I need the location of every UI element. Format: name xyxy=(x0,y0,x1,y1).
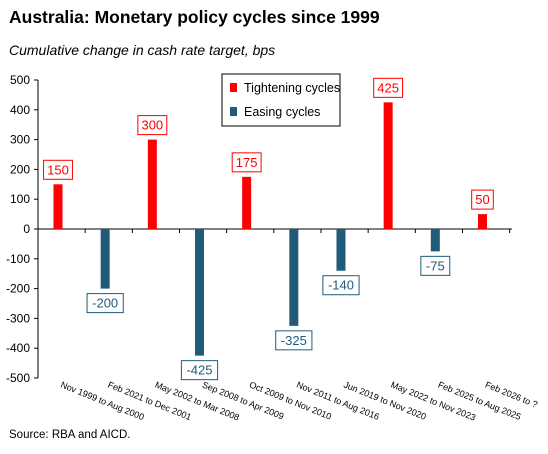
data-label-box xyxy=(275,330,313,351)
data-label-box xyxy=(420,255,451,276)
y-tick-label: 300 xyxy=(10,133,30,147)
data-label-box xyxy=(373,77,404,98)
chart-axes: 500 400 300 200 100 0 -100 -200 -300 -400 -500 xyxy=(6,73,512,385)
data-label: -200 xyxy=(92,296,118,311)
data-label: 425 xyxy=(377,80,399,95)
chart-subtitle: Cumulative change in cash rate target, b… xyxy=(9,42,276,58)
y-tick-label: -400 xyxy=(6,341,30,355)
bar xyxy=(194,229,204,356)
data-label: -425 xyxy=(186,363,212,378)
data-label-box xyxy=(322,275,360,296)
y-tick-label: -200 xyxy=(6,282,30,296)
x-tick-label: Nov 1999 to Aug 2000 xyxy=(59,380,145,423)
legend-label: Easing cycles xyxy=(244,105,320,119)
x-tick-label: Jun 2019 to Nov 2020 xyxy=(342,380,427,422)
bar xyxy=(100,229,110,289)
x-tick-label: May 2002 to Mar 2008 xyxy=(154,380,241,423)
data-label: -140 xyxy=(328,278,354,293)
x-tick-label: Feb 2021 to Dec 2001 xyxy=(106,380,192,423)
data-label-box xyxy=(43,159,73,180)
bar xyxy=(147,139,157,229)
x-tick-label: Feb 2025 to Aug 2025 xyxy=(437,380,523,422)
chart-data-labels: 150 -200 300 -425 175 -325 -140 425 -75 50 xyxy=(43,77,494,381)
chart-title: Australia: Monetary policy cycles since … xyxy=(9,7,380,27)
data-label-box xyxy=(180,360,219,381)
bar xyxy=(383,102,393,229)
data-label-box xyxy=(137,115,168,136)
x-tick-label: Sep 2008 to Apr 2009 xyxy=(201,380,285,422)
y-tick-label: -100 xyxy=(6,252,30,266)
data-label-box xyxy=(471,189,494,210)
y-tick-label: 200 xyxy=(10,162,30,176)
source-note: Source: RBA and AICD. xyxy=(9,429,131,441)
legend-label: Tightening cycles xyxy=(244,81,340,95)
legend-box xyxy=(221,73,341,127)
bar xyxy=(53,184,63,229)
y-tick-label: 500 xyxy=(10,73,30,87)
bar xyxy=(477,214,487,229)
x-tick-label: Oct 2009 to Nov 2010 xyxy=(248,380,333,422)
chart-bars xyxy=(53,102,487,356)
x-tick-label: May 2022 to Nov 2023 xyxy=(389,380,477,423)
y-tick-label: -500 xyxy=(6,371,30,385)
y-tick-label: 400 xyxy=(10,103,30,117)
data-label-box xyxy=(231,152,262,173)
data-label: 50 xyxy=(475,192,489,207)
data-label: 150 xyxy=(47,162,69,177)
chart-legend: Tightening cycles Easing cycles xyxy=(221,73,341,127)
legend-swatch xyxy=(230,83,237,92)
bar xyxy=(336,229,346,271)
data-label: -325 xyxy=(281,333,307,348)
legend-swatch xyxy=(230,107,237,116)
x-tick-label: Nov 2011 to Aug 2016 xyxy=(295,380,381,422)
data-label: 300 xyxy=(141,118,163,133)
data-label: 175 xyxy=(236,155,258,170)
bar xyxy=(242,176,252,229)
bar xyxy=(430,229,440,252)
bar xyxy=(289,229,299,326)
y-tick-label: 100 xyxy=(10,192,30,206)
y-tick-label: -300 xyxy=(6,311,30,325)
y-tick-label: 0 xyxy=(23,222,30,236)
data-label: -75 xyxy=(426,258,445,273)
data-label-box xyxy=(86,293,124,314)
